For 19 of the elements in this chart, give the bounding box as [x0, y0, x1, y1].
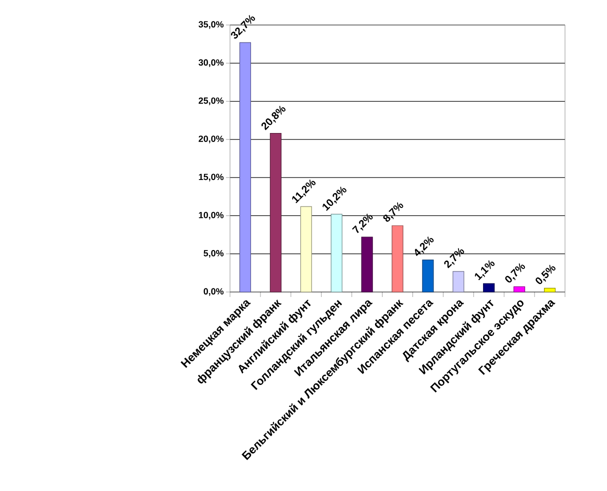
- bar: [483, 283, 495, 292]
- y-tick-label: 20,0%: [198, 136, 224, 144]
- y-tick-label: 30,0%: [198, 59, 224, 67]
- y-tick-label: 25,0%: [198, 97, 224, 106]
- y-tick-label: 10,0%: [198, 212, 224, 220]
- y-tick-label: 0,0%: [204, 288, 224, 296]
- bar: [514, 286, 526, 292]
- bar: [300, 206, 312, 292]
- bar: [270, 133, 282, 292]
- y-tick-label: 5,0%: [204, 250, 224, 258]
- bar: [392, 225, 404, 292]
- bar: [361, 236, 373, 292]
- bar: [239, 42, 252, 292]
- bar: [330, 214, 342, 292]
- bar: [452, 271, 464, 292]
- y-tick-label: 35,0%: [198, 21, 224, 29]
- y-tick-label: 15,0%: [198, 174, 224, 182]
- bar: [544, 288, 556, 292]
- bar: [422, 260, 434, 292]
